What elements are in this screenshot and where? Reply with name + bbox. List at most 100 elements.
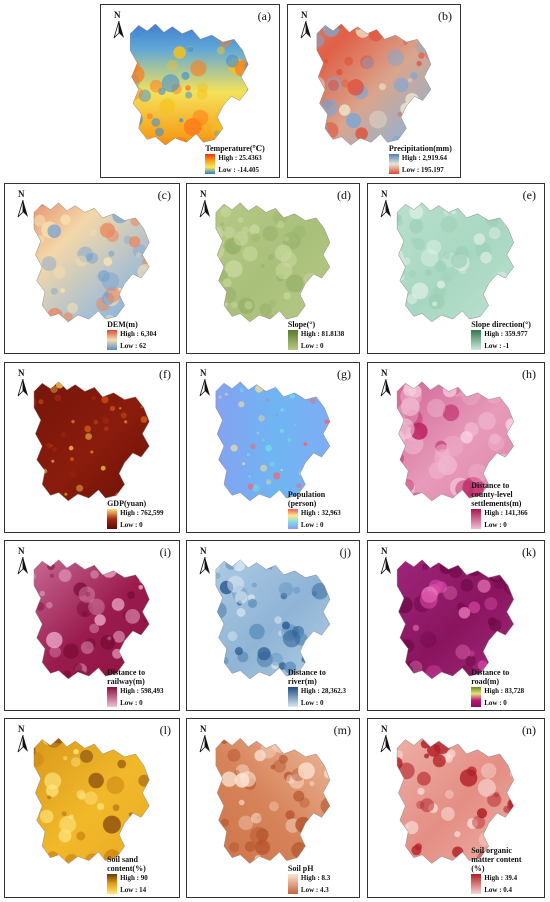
map-l: [33, 737, 150, 864]
legend-color-ramp: [471, 874, 482, 894]
legend-title: Distance to road(m): [471, 668, 510, 686]
north-letter: N: [18, 546, 25, 556]
legend-high: High : 762,599: [120, 509, 164, 517]
north-letter: N: [200, 189, 207, 199]
map-panel-b: (b) N Precipitation(mm) High : 2,919.64 Low …: [287, 4, 461, 178]
legend-high: High : 32,963: [300, 509, 341, 517]
north-letter: N: [18, 724, 25, 734]
legend-low: Low : 0: [300, 342, 324, 350]
legend-title: Population (person): [287, 490, 326, 508]
map-panel-m: (m) N Soil pH High : 8.3 Low : 4.3: [186, 718, 360, 898]
map-a: [129, 23, 249, 146]
north-letter: N: [200, 724, 207, 734]
legend-c: DEM(m) High : 6,304 Low : 62: [107, 320, 156, 350]
legend-title: GDP(yuan): [107, 499, 147, 508]
legend-low: Low : 0: [120, 699, 143, 707]
panel-label-m: (m): [333, 723, 351, 737]
legend-color-ramp: [287, 874, 298, 894]
legend-low: Low : 14: [120, 886, 147, 894]
legend-low: Low : 195.197: [401, 166, 444, 174]
legend-title: Temperature(℃): [205, 144, 265, 153]
legend-color-ramp: [388, 154, 399, 174]
map-d: [215, 202, 331, 323]
north-arrow-icon: N: [378, 725, 394, 755]
legend-color-ramp: [471, 330, 482, 350]
map-j: [215, 559, 331, 680]
panel-label-f: (f): [159, 367, 171, 381]
north-letter: N: [18, 189, 25, 199]
north-arrow-icon: N: [15, 547, 31, 577]
panel-label-k: (k): [522, 545, 536, 559]
legend-low: Low : 62: [120, 342, 147, 350]
legend-color-ramp: [471, 509, 482, 529]
map-m: [215, 737, 331, 864]
map-panel-k: (k) N Distance to road(m) High : 83,728 Low …: [367, 540, 545, 711]
legend-high: High : 28,362.3: [300, 687, 347, 695]
legend-low: Low : 0: [300, 521, 324, 529]
legend-color-ramp: [107, 509, 118, 529]
map-panel-l: (l) N Soil sand content(%) High : 90 Low : 1…: [4, 718, 180, 898]
map-panel-h: (h) N Distance to county-level settlements…: [367, 362, 545, 533]
north-arrow-icon: N: [197, 369, 213, 399]
legend-high: High : 81.8138: [300, 330, 345, 338]
legend-low: Low : -14.405: [218, 166, 260, 174]
legend-title: Slope(°): [287, 320, 316, 329]
map-c: [33, 202, 150, 323]
panel-label-d: (d): [337, 188, 351, 202]
north-arrow-icon: N: [111, 11, 127, 41]
legend-title: Distance to railway(m): [107, 668, 146, 686]
legend-title: Slope direction(°): [471, 320, 531, 329]
north-letter: N: [381, 368, 388, 378]
legend-title: Soil pH: [287, 864, 314, 873]
panel-label-a: (a): [257, 9, 271, 23]
panel-label-i: (i): [159, 545, 171, 559]
north-letter: N: [200, 368, 207, 378]
legend-low: Low : 0.4: [484, 886, 513, 894]
legend-e: Slope direction(°) High : 359.977 Low : -1: [471, 320, 531, 350]
legend-color-ramp: [287, 509, 298, 529]
north-arrow-icon: N: [378, 547, 394, 577]
north-arrow-icon: N: [378, 190, 394, 220]
north-letter: N: [381, 546, 388, 556]
north-letter: N: [301, 10, 308, 20]
north-letter: N: [200, 546, 207, 556]
legend-title: DEM(m): [107, 320, 138, 329]
map-panel-f: (f) N GDP(yuan) High : 762,599 Low : 0: [4, 362, 180, 533]
map-f: [33, 381, 150, 502]
map-panel-a: (a) N Temperature(℃) High : 25.4363 Low : -1…: [100, 4, 280, 178]
legend-title: Distance to river(m): [287, 668, 326, 686]
panel-label-n: (n): [522, 723, 536, 737]
north-arrow-icon: N: [15, 725, 31, 755]
north-letter: N: [381, 189, 388, 199]
map-panel-g: (g) N Population (person) High : 32,963 Low …: [186, 362, 360, 533]
legend-color-ramp: [107, 874, 118, 894]
north-arrow-icon: N: [197, 547, 213, 577]
legend-title: Precipitation(mm): [388, 144, 452, 153]
legend-j: Distance to river(m) High : 28,362.3 Low :…: [287, 668, 346, 707]
legend-i: Distance to railway(m) High : 598,493 Low …: [107, 668, 163, 707]
north-letter: N: [114, 10, 121, 20]
legend-title: Soil sand content(%): [107, 855, 146, 873]
legend-low: Low : 0: [300, 699, 324, 707]
legend-high: High : 6,304: [120, 330, 157, 338]
legend-high: High : 2,919.64: [401, 154, 448, 162]
north-arrow-icon: N: [298, 11, 314, 41]
legend-low: Low : 0: [120, 521, 143, 529]
legend-m: Soil pH High : 8.3 Low : 4.3: [287, 864, 330, 894]
legend-a: Temperature(℃) High : 25.4363 Low : -14.40…: [205, 144, 265, 174]
north-letter: N: [381, 724, 388, 734]
panel-label-j: (j): [339, 545, 351, 559]
legend-high: High : 598,493: [120, 687, 164, 695]
legend-n: Soil organic matter content (%) High : 39…: [471, 846, 522, 894]
legend-color-ramp: [287, 330, 298, 350]
north-letter: N: [18, 368, 25, 378]
legend-d: Slope(°) High : 81.8138 Low : 0: [287, 320, 344, 350]
legend-low: Low : 4.3: [300, 886, 329, 894]
legend-high: High : 83,728: [484, 687, 525, 695]
legend-g: Population (person) High : 32,963 Low : 0: [287, 490, 341, 529]
map-panel-i: (i) N Distance to railway(m) High : 598,493…: [4, 540, 180, 711]
panel-label-b: (b): [438, 9, 452, 23]
north-arrow-icon: N: [197, 190, 213, 220]
legend-k: Distance to road(m) High : 83,728 Low : 0: [471, 668, 524, 707]
legend-high: High : 39.4: [484, 874, 518, 882]
